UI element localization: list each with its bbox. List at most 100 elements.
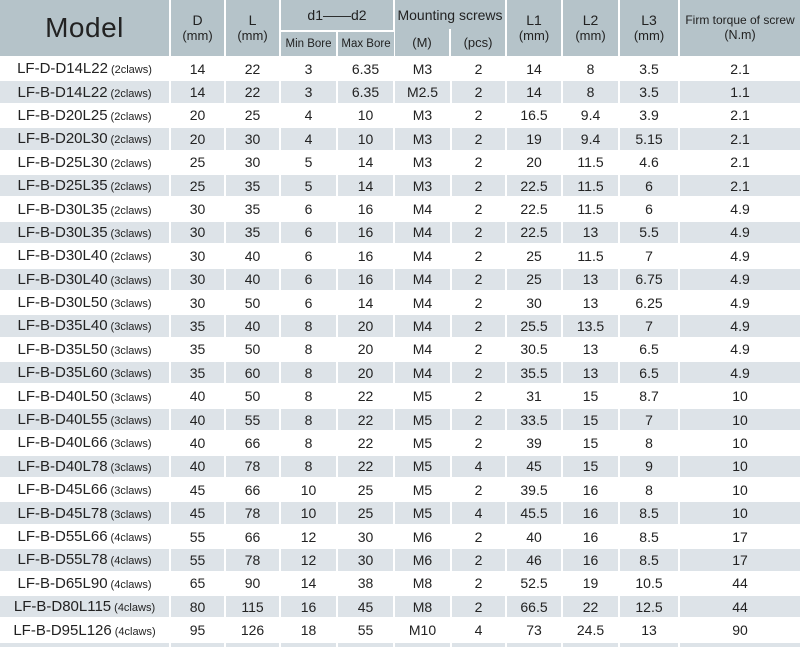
model-name: LF-B-D40L78 <box>17 457 108 475</box>
table-row: LF-B-D25L30 (2claws) 25 30 5 14 M3 2 20 1… <box>0 150 800 175</box>
cell-l1: 66.5 <box>506 594 564 620</box>
cell-min-bore: 6 <box>280 197 338 222</box>
cell-d: 14 <box>170 57 226 82</box>
cell-l1: 45 <box>506 454 564 480</box>
cell-l3: 6.5 <box>619 337 681 363</box>
cell-screw-m: M8 <box>394 594 452 620</box>
cell-screw-pcs: 2 <box>451 290 508 316</box>
cell-torque: 17 <box>679 524 800 550</box>
cell-torque: 4.9 <box>679 197 800 222</box>
claws-label: (2claws) <box>110 157 152 170</box>
cell-screw-m: M3 <box>394 150 452 175</box>
cell-model: LF-D-D14L22 (2claws) <box>0 57 171 82</box>
header-l1-label: L1 <box>526 12 542 28</box>
cell-l: 60 <box>225 361 281 386</box>
cell-l2: 11.5 <box>562 150 621 175</box>
cell-l2: 13 <box>562 267 621 292</box>
cell-max-bore: 20 <box>337 314 395 339</box>
cell-model: LF-B-D45L78 (3claws) <box>0 501 171 526</box>
cell-model: LF-B-D30L50 (3claws) <box>0 290 171 316</box>
cell-torque: 17 <box>679 548 800 573</box>
cell-model: LF-B-D20L30 (2claws) <box>0 127 171 152</box>
table-body: LF-D-D14L22 (2claws) 14 22 3 6.35 M3 2 14… <box>0 57 800 647</box>
cell-l: 40 <box>225 314 281 339</box>
cell-l2: 16 <box>562 478 621 503</box>
cell-screw-pcs: 2 <box>451 57 508 82</box>
mounting-divider <box>449 29 452 55</box>
cell-max-bore: 20 <box>337 337 395 363</box>
claws-label: (4claws) <box>110 578 152 591</box>
cell-l3: 9 <box>619 454 681 480</box>
model-name: LF-B-D55L66 <box>17 528 108 545</box>
header-model: Model <box>0 0 171 58</box>
cell-l2: 15 <box>562 407 621 433</box>
cell-d: 30 <box>170 244 226 269</box>
cell-screw-pcs: 2 <box>451 384 508 409</box>
cell-l2: 15 <box>562 454 621 480</box>
cell-min-bore: 3 <box>280 57 338 82</box>
cell-torque: 10 <box>679 501 800 526</box>
cell-torque: 4.9 <box>679 267 800 292</box>
cell-d: 95 <box>170 618 226 643</box>
cell-screw-m: M3 <box>394 173 452 199</box>
cell-max-bore: 38 <box>337 571 395 597</box>
header-d-label: D <box>192 12 203 28</box>
cell-l2: 16 <box>562 501 621 526</box>
cell-screw-m: M2.5 <box>394 80 452 105</box>
cell-l2: 16 <box>562 524 621 550</box>
cell-min-bore: 12 <box>280 548 338 573</box>
cell-max-bore: 10 <box>337 103 395 129</box>
cell-l2: 11.5 <box>562 244 621 269</box>
cell-model: LF-B-D30L35 (2claws) <box>0 197 171 222</box>
cell-l2: 24.5 <box>562 618 621 643</box>
cell-screw-pcs: 2 <box>451 127 508 152</box>
cell-l: 50 <box>225 384 281 409</box>
cell-l1: 35.5 <box>506 361 564 386</box>
cell-screw-m: M6 <box>394 548 452 573</box>
cell-l1: 45.5 <box>506 501 564 526</box>
header-l3: L3 (mm) <box>619 0 681 58</box>
cell-l3: 8.5 <box>619 524 681 550</box>
claws-label: (4claws) <box>114 602 156 615</box>
cell-torque: 4.9 <box>679 220 800 246</box>
cell-screw-pcs: 2 <box>451 80 508 105</box>
claws-label: (3claws) <box>110 321 152 334</box>
cell-screw-m: M4 <box>394 290 452 316</box>
cell-torque: 44 <box>679 571 800 597</box>
cell-max-bore: 16 <box>337 244 395 269</box>
cell-min-bore: 8 <box>280 431 338 456</box>
cell-min-bore: 6 <box>280 290 338 316</box>
cell-torque: 1.1 <box>679 80 800 105</box>
cell-model: LF-B-D55L78 (4claws) <box>0 548 171 573</box>
claws-label: (3claws) <box>110 508 152 521</box>
table-row: LF-B-D35L50 (3claws) 35 50 8 20 M4 2 30.5… <box>0 337 800 363</box>
cell-l: 30 <box>225 150 281 175</box>
cell-min-bore: 6 <box>280 220 338 246</box>
cell-l2: 9.4 <box>562 103 621 129</box>
header-l3-label: L3 <box>641 12 657 28</box>
cell-l2: 19 <box>562 571 621 597</box>
model-name: LF-B-D45L66 <box>17 481 108 499</box>
model-name: LF-B-D40L50 <box>17 387 108 405</box>
cell-max-bore: 22 <box>337 384 395 409</box>
cell-torque: 4.9 <box>679 361 800 386</box>
header-mounting-label: Mounting screws <box>397 6 503 23</box>
cell-l3: 6.75 <box>619 267 681 292</box>
claws-label: (4claws) <box>110 555 152 568</box>
cell-min-bore: 16 <box>280 594 338 620</box>
cell-l: 50 <box>225 290 281 316</box>
cell-l: 30 <box>225 127 281 152</box>
header-l2-label: L2 <box>582 12 599 28</box>
claws-label: (2claws) <box>110 181 152 194</box>
cell-l3: 7 <box>619 244 681 269</box>
claws-label: (3claws) <box>110 438 152 451</box>
cell-l2: 13.5 <box>562 314 621 339</box>
cell-screw-pcs: 2 <box>451 197 508 222</box>
claws-label: (2claws) <box>110 110 152 123</box>
table-row: LF-B-D20L30 (2claws) 20 30 4 10 M3 2 19 9… <box>0 127 800 152</box>
cell-model: LF-B-D25L30 (2claws) <box>0 150 171 175</box>
cell-d: 25 <box>170 173 226 199</box>
claws-label: (2claws) <box>110 134 152 147</box>
cell-l3: 3.9 <box>619 103 681 129</box>
cell-max-bore: 16 <box>337 220 395 246</box>
